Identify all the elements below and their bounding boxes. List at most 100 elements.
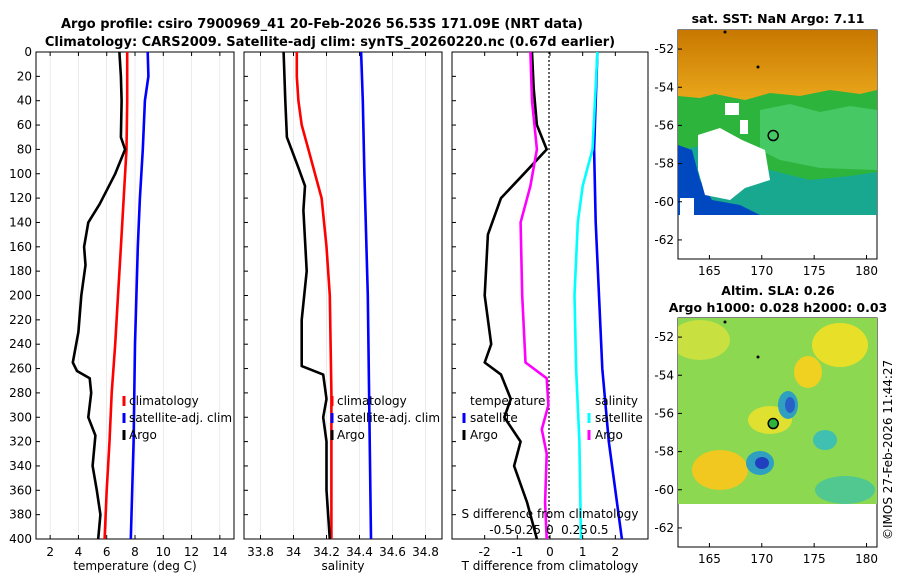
sst-map-panel: sat. SST: NaN Argo: 7.11 165 170 175 180 -5…	[654, 11, 878, 278]
sst-cloud-gap	[698, 128, 770, 200]
y-tick-label: 260	[9, 362, 32, 376]
x-tick-label: 0	[546, 545, 554, 559]
x-tick-label: 2	[46, 545, 54, 559]
y-tick-label: 360	[9, 483, 32, 497]
y-tick-label: 340	[9, 459, 32, 473]
y-tick-label: 20	[17, 69, 32, 83]
sst-cloud-patch	[740, 120, 748, 134]
map-y-tick-label: -60	[654, 483, 674, 497]
x-tick-label: 34	[286, 545, 301, 559]
sla-mid-anomaly	[815, 476, 875, 504]
sla-map-title-line1: Altim. SLA: 0.26	[721, 283, 835, 298]
map-y-tick-label: -60	[654, 195, 674, 209]
sst-map-title: sat. SST: NaN Argo: 7.11	[692, 11, 865, 26]
sla-high-anomaly	[678, 320, 730, 360]
y-tick-label: 280	[9, 386, 32, 400]
s-argo-profile-line	[519, 51, 550, 540]
y-tick-label: 60	[17, 118, 32, 132]
sla-low-anomaly	[755, 457, 769, 469]
sla-map-panel: Altim. SLA: 0.26 Argo h1000: 0.028 h2000…	[654, 283, 887, 566]
temperature-legend: climatology satellite-adj. clim Argo	[122, 394, 232, 442]
map-y-tick-label: -58	[654, 445, 674, 459]
top-x-tick-label: 0.25	[561, 523, 588, 537]
y-tick-label: 200	[9, 289, 32, 303]
temperature-panel: 2 4 6 8 10 12 14 0 20 40 60 80 100 120 140 160 180 200 22…	[9, 45, 235, 573]
figure-title-line2: Climatology: CARS2009. Satellite-adj cli…	[45, 35, 615, 50]
sla-map-title-line2: Argo h1000: 0.028 h2000: 0.03	[669, 300, 888, 315]
map-y-tick-label: -62	[654, 233, 674, 247]
map-y-tick-label: -54	[654, 368, 674, 382]
map-y-tick-label: -62	[654, 521, 674, 535]
x-tick-label: 33.8	[247, 545, 274, 559]
map-y-tick-label: -56	[654, 118, 674, 132]
top-x-tick-label: -0.25	[510, 523, 541, 537]
x-tick-label: 14	[212, 545, 227, 559]
legend-t-argo-label: Argo	[470, 428, 498, 442]
map-x-tick-label: 165	[698, 264, 721, 278]
legend-t-satellite-label: satellite	[470, 411, 518, 425]
climatology-profile-line	[295, 52, 333, 539]
salinity-axes-box	[243, 51, 443, 540]
x-tick-label: -2	[479, 545, 491, 559]
sst-green-band	[760, 104, 877, 170]
y-tick-label: 40	[17, 94, 32, 108]
argo-profile-line	[282, 51, 332, 540]
argo-previous-marker	[756, 65, 760, 69]
x-tick-label: 1	[579, 545, 587, 559]
x-tick-label: 4	[75, 545, 83, 559]
sla-high-anomaly	[692, 450, 748, 490]
legend-climatology-label: climatology	[129, 394, 199, 408]
argo-location-marker	[767, 129, 779, 142]
map-y-tick-label: -58	[654, 157, 674, 171]
legend-temperature-title: temperature	[470, 394, 545, 408]
s-satellite-profile-line	[573, 51, 599, 540]
legend-argo-label: Argo	[129, 428, 157, 442]
map-y-tick-label: -54	[654, 80, 674, 94]
salinity-panel: 33.8 34 34.2 34.4 34.6 34.8 salinity climatol…	[243, 51, 443, 573]
x-tick-label: 34.4	[346, 545, 373, 559]
salinity-legend: climatology satellite-adj. clim Argo	[330, 394, 440, 442]
map-x-tick-label: 175	[803, 264, 826, 278]
y-tick-label: 320	[9, 435, 32, 449]
map-x-tick-label: 175	[803, 552, 826, 566]
sla-high-anomaly	[794, 356, 822, 388]
map-x-tick-label: 170	[750, 552, 773, 566]
imos-watermark: ©IMOS 27-Feb-2026 11:44:27	[881, 360, 895, 540]
y-tick-label: 80	[17, 142, 32, 156]
temperature-xlabel: temperature (deg C)	[73, 559, 196, 573]
x-tick-label: -1	[511, 545, 523, 559]
argo-profile-line	[71, 51, 127, 540]
climatology-profile-line	[103, 52, 129, 540]
x-tick-label: 8	[131, 545, 139, 559]
legend-argo-label: Argo	[337, 428, 365, 442]
sla-field	[678, 318, 877, 504]
top-x-tick-label: -0.5	[489, 523, 512, 537]
y-tick-label: 380	[9, 508, 32, 522]
y-tick-label: 400	[9, 532, 32, 546]
x-tick-label: 2	[612, 545, 620, 559]
sst-cloud-patch	[725, 103, 739, 115]
legend-climatology-label: climatology	[337, 394, 407, 408]
difference-panel: -2 -1 0 1 2 -0.5-0.25 0 0.25 0.5 S difference f…	[451, 51, 649, 573]
figure-title-line1: Argo profile: csiro 7900969_41 20-Feb-20…	[61, 17, 583, 32]
map-y-tick-label: -52	[654, 42, 674, 56]
x-tick-label: 34.8	[412, 545, 439, 559]
x-tick-label: 34.2	[313, 545, 340, 559]
sst-field	[678, 30, 877, 215]
y-tick-label: 220	[9, 313, 32, 327]
legend-s-argo-label: Argo	[595, 428, 623, 442]
y-tick-label: 120	[9, 191, 32, 205]
map-x-tick-label: 180	[855, 264, 878, 278]
difference-axes-box	[451, 51, 649, 540]
y-tick-label: 160	[9, 240, 32, 254]
argo-track-start	[723, 320, 727, 324]
sst-coldest-region	[678, 145, 760, 215]
map-x-tick-label: 165	[698, 552, 721, 566]
argo-location-marker	[767, 417, 779, 430]
map-y-tick-label: -52	[654, 330, 674, 344]
top-x-tick-label: 0	[546, 523, 554, 537]
sla-low-anomaly	[785, 397, 795, 413]
x-tick-label: 34.6	[379, 545, 406, 559]
difference-xlabel: T difference from climatology	[461, 559, 639, 573]
